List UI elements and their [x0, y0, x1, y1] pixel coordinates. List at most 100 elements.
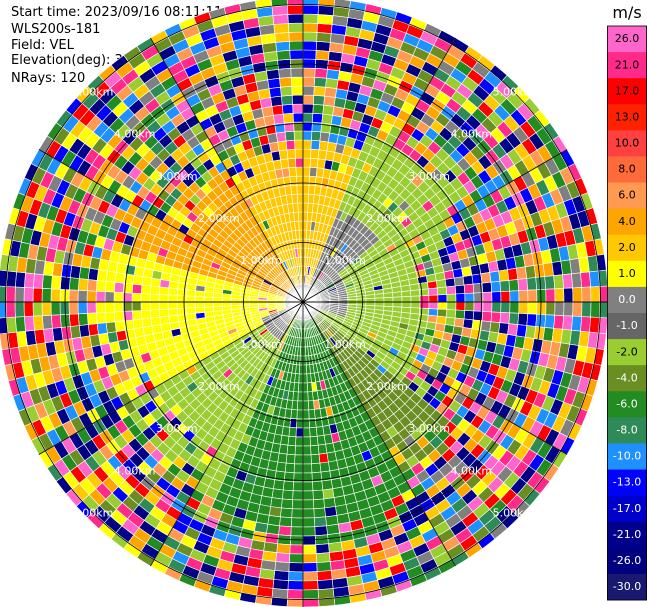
ppi-gate — [480, 320, 492, 332]
ppi-gate — [482, 301, 493, 313]
colorbar-tick-label: -10.0 — [613, 450, 641, 463]
ppi-gate — [50, 288, 61, 303]
ppi-gate — [96, 269, 108, 282]
ppi-gate — [302, 85, 315, 96]
ppi-gate — [307, 400, 315, 411]
ppi-gate — [296, 409, 304, 420]
ppi-gate — [455, 293, 466, 303]
ppi-gate — [309, 166, 318, 178]
ppi-gate — [323, 497, 336, 509]
ppi-gate — [68, 277, 80, 291]
ppi-gate — [518, 301, 529, 315]
ppi-gate — [392, 296, 403, 303]
ppi-gate — [274, 32, 290, 43]
ppi-gate — [221, 301, 232, 307]
ppi-gate — [392, 301, 403, 308]
colorbar-tick-label: 13.0 — [615, 110, 640, 123]
ppi-gate — [275, 552, 291, 563]
ppi-gate — [86, 312, 98, 325]
info-instrument: WLS200s-181 — [11, 22, 101, 37]
ppi-gate — [302, 526, 316, 537]
ppi-gate — [302, 400, 310, 411]
ppi-gate — [302, 67, 316, 78]
ppi-gate — [498, 269, 510, 282]
colorbar-tick-label: 17.0 — [615, 84, 640, 97]
ppi-gate — [302, 148, 312, 159]
ppi-gate — [435, 279, 447, 289]
ppi-gate — [590, 301, 601, 318]
ppi-gate — [302, 589, 319, 600]
ppi-gate — [310, 139, 321, 151]
info-nrays: NRays: 120 — [11, 71, 86, 86]
ppi-gate — [302, 94, 315, 105]
ppi-gate — [437, 294, 448, 303]
ppi-gate — [294, 139, 304, 150]
ppi-gate — [589, 270, 600, 288]
ppi-gate — [288, 22, 304, 33]
ppi-gate — [176, 295, 187, 303]
ppi-gate — [526, 313, 538, 327]
ring-label: 4.00km — [451, 128, 493, 141]
ppi-gate — [302, 508, 315, 519]
ppi-gate — [140, 284, 152, 295]
ppi-gate — [271, 488, 284, 500]
ppi-gate — [42, 314, 53, 330]
ppi-gate — [248, 301, 259, 306]
ppi-gate — [309, 435, 319, 447]
ppi-gate — [452, 267, 464, 279]
ppi-gate — [297, 211, 304, 222]
ppi-gate — [274, 561, 290, 572]
ppi-gate — [290, 526, 304, 537]
ppi-gate — [302, 409, 310, 420]
ppi-gate — [302, 193, 310, 204]
ppi-gate — [281, 489, 294, 501]
ppi-gate — [326, 451, 338, 463]
ppi-gate — [310, 453, 321, 465]
ppi-gate — [321, 479, 333, 491]
ppi-gate — [507, 267, 519, 281]
ppi-gate — [292, 112, 304, 123]
colorbar-tick-label: -26.0 — [613, 554, 641, 567]
ppi-gate — [428, 301, 439, 310]
ppi-gate — [149, 285, 161, 295]
ppi-gate — [96, 322, 108, 335]
ppi-gate — [314, 525, 328, 537]
ppi-gate — [302, 454, 312, 465]
ring-label: 4.00km — [451, 464, 493, 477]
ppi-gate — [410, 289, 421, 297]
ppi-gate — [272, 14, 289, 25]
ring-label: 2.00km — [198, 212, 240, 225]
ppi-gate — [289, 49, 304, 60]
ppi-gate — [105, 270, 117, 283]
ppi-gate — [312, 103, 325, 115]
ppi-gate — [293, 463, 304, 474]
ppi-gate — [317, 14, 334, 25]
ppi-gate — [317, 579, 334, 590]
ppi-gate — [294, 454, 304, 465]
ppi-gate — [590, 286, 601, 303]
ppi-gate — [23, 287, 34, 303]
ppi-gate — [302, 382, 309, 393]
ppi-gate — [489, 270, 501, 283]
ppi-gate — [313, 94, 325, 106]
ppi-gate — [282, 112, 294, 124]
ppi-gate — [310, 444, 320, 456]
ring-label: 5.00km — [72, 86, 114, 99]
ppi-gate — [288, 571, 304, 582]
ppi-gate — [299, 247, 304, 258]
ppi-gate — [295, 427, 304, 438]
ppi-gate — [113, 291, 124, 303]
ppi-gate — [313, 76, 327, 88]
ppi-gate — [268, 506, 282, 518]
ppi-gate — [302, 4, 319, 15]
ppi-gate — [95, 301, 106, 314]
ppi-gate — [463, 283, 475, 294]
ppi-gate — [374, 297, 385, 303]
ppi-gate — [272, 579, 289, 590]
ppi-gate — [374, 293, 385, 299]
ring-label: 5.00km — [72, 506, 114, 519]
ppi-gate — [141, 317, 153, 328]
ppi-gate — [276, 543, 291, 555]
ppi-gate — [454, 309, 466, 320]
ppi-gate — [296, 193, 304, 204]
